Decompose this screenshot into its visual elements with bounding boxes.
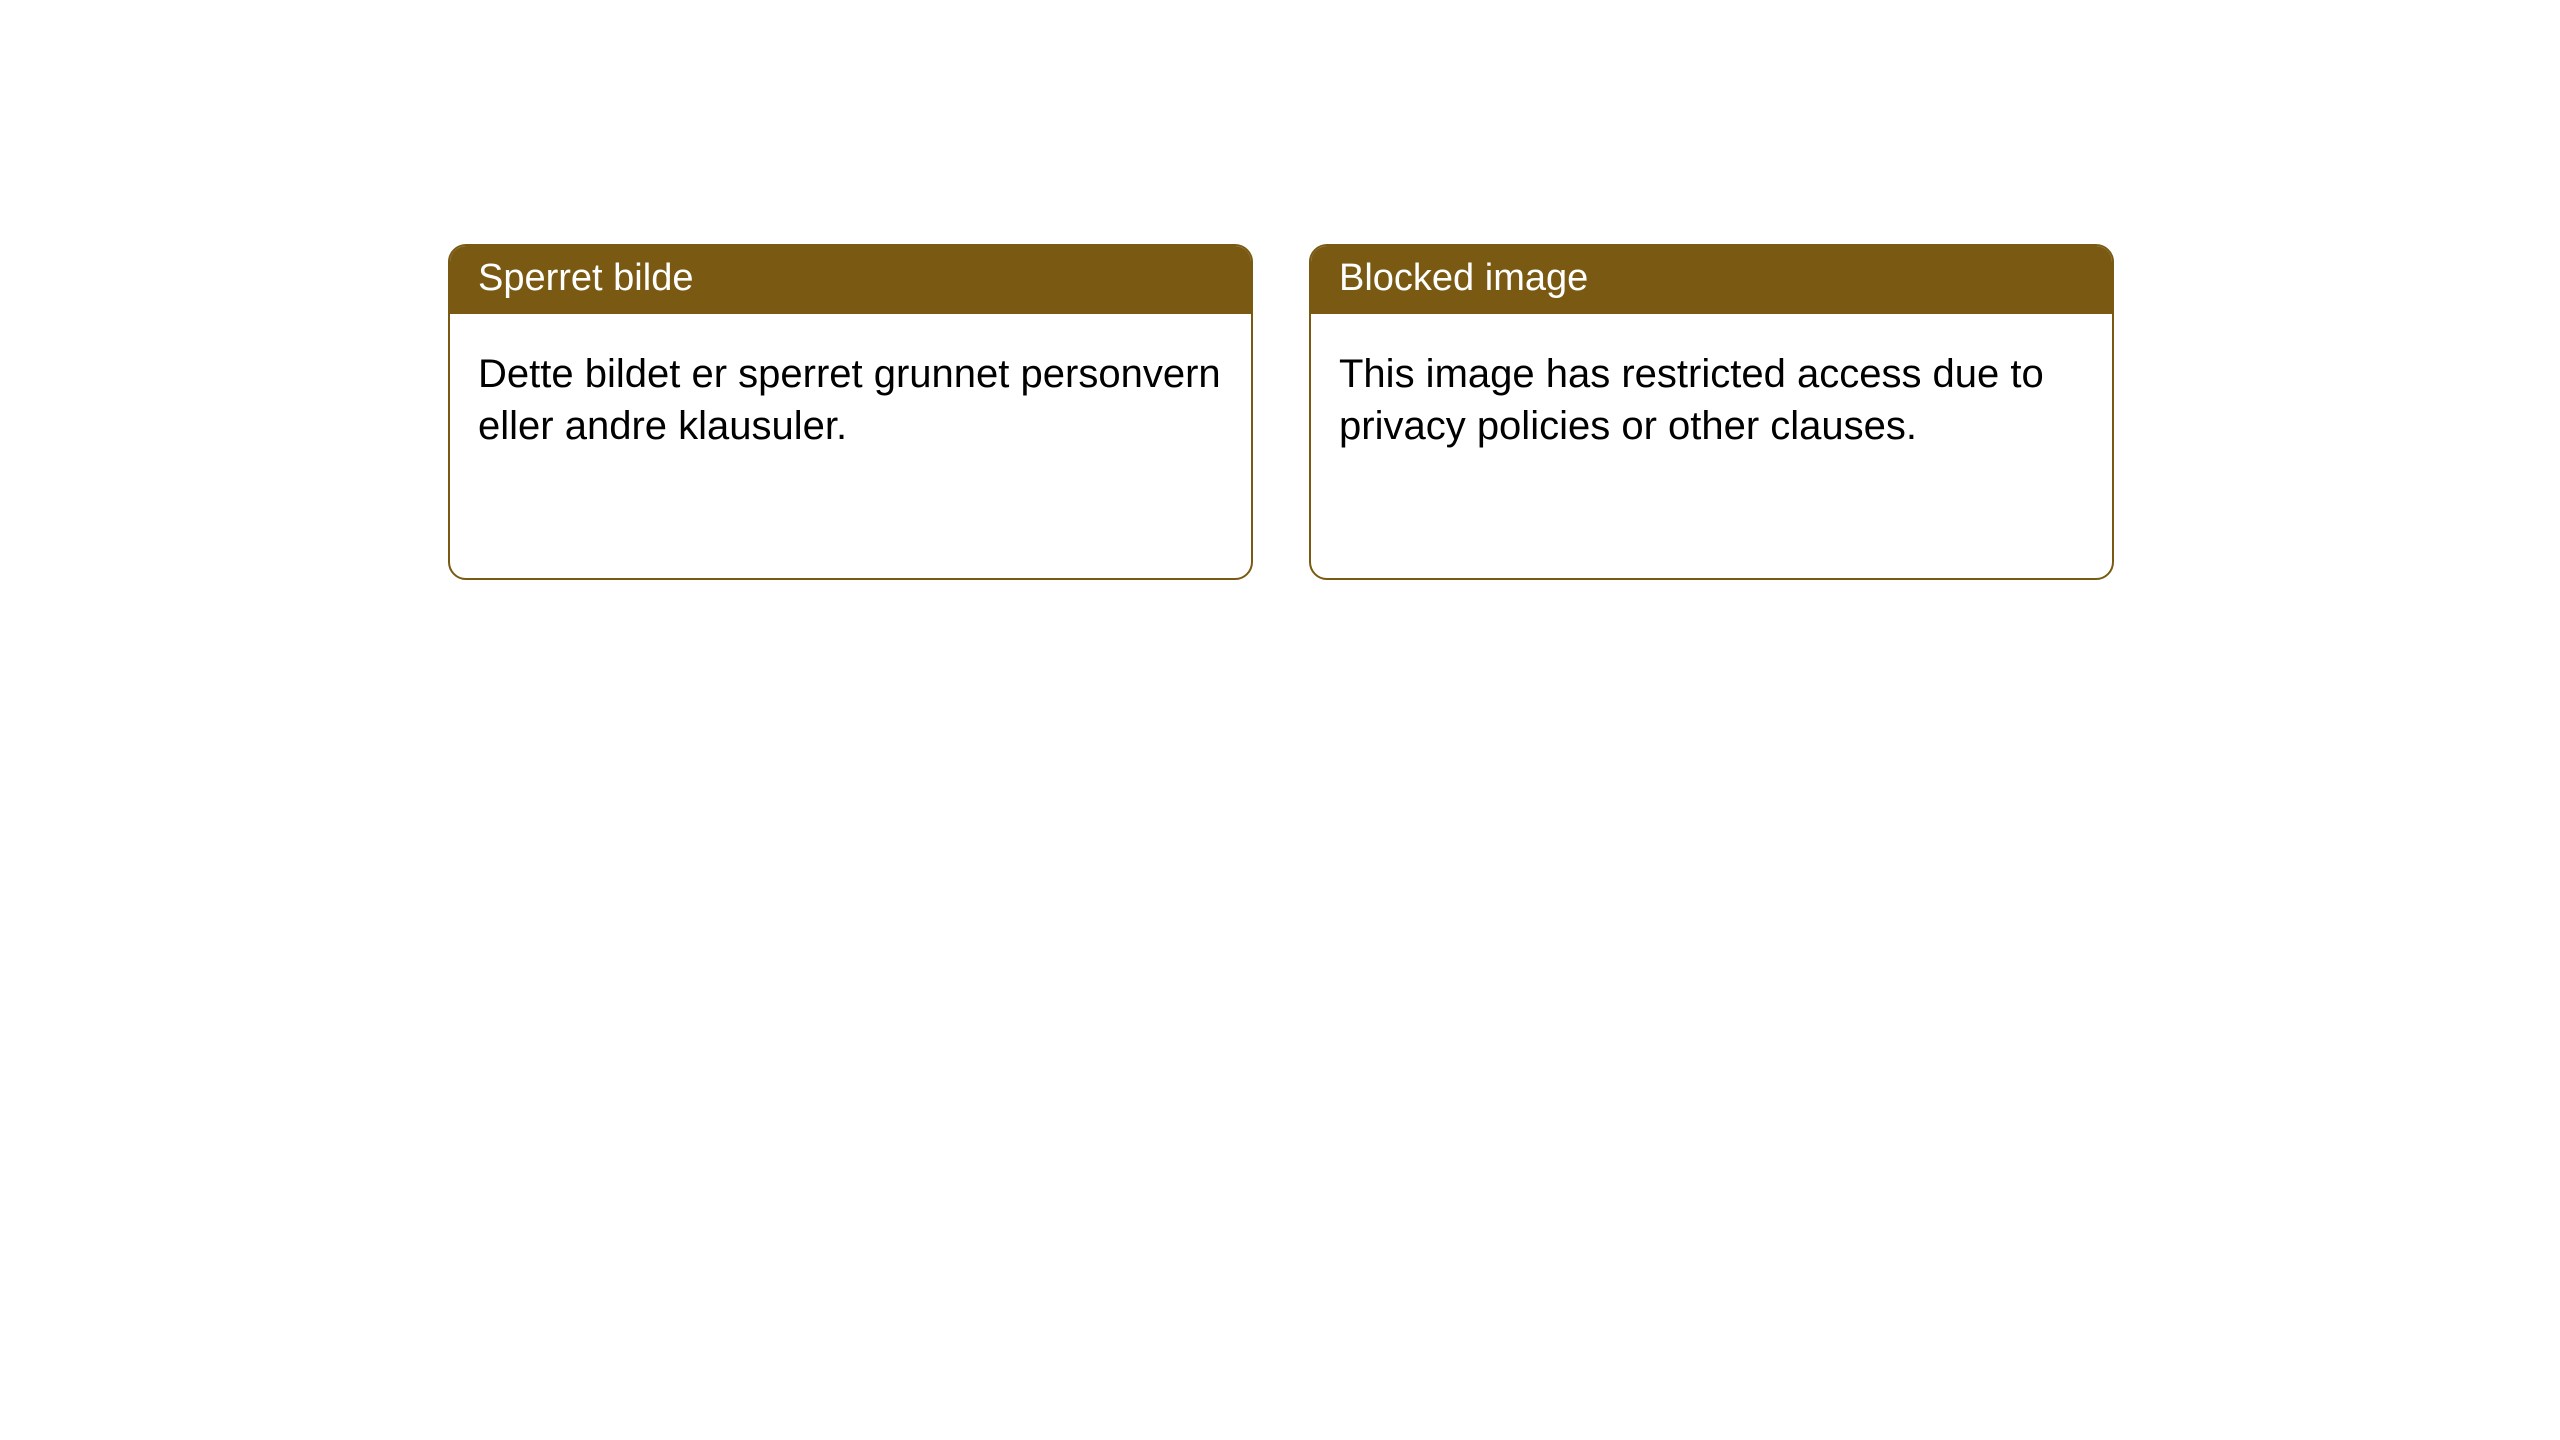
notice-body: This image has restricted access due to … xyxy=(1311,314,2112,482)
notice-body-text: This image has restricted access due to … xyxy=(1339,352,2044,449)
notice-card-english: Blocked image This image has restricted … xyxy=(1309,244,2114,580)
notice-header-text: Blocked image xyxy=(1339,257,1588,299)
notice-body-text: Dette bildet er sperret grunnet personve… xyxy=(478,352,1221,449)
notice-header: Blocked image xyxy=(1311,246,2112,314)
notice-header-text: Sperret bilde xyxy=(478,257,693,299)
notice-header: Sperret bilde xyxy=(450,246,1251,314)
notice-body: Dette bildet er sperret grunnet personve… xyxy=(450,314,1251,482)
notice-card-norwegian: Sperret bilde Dette bildet er sperret gr… xyxy=(448,244,1253,580)
notice-container: Sperret bilde Dette bildet er sperret gr… xyxy=(448,244,2114,580)
